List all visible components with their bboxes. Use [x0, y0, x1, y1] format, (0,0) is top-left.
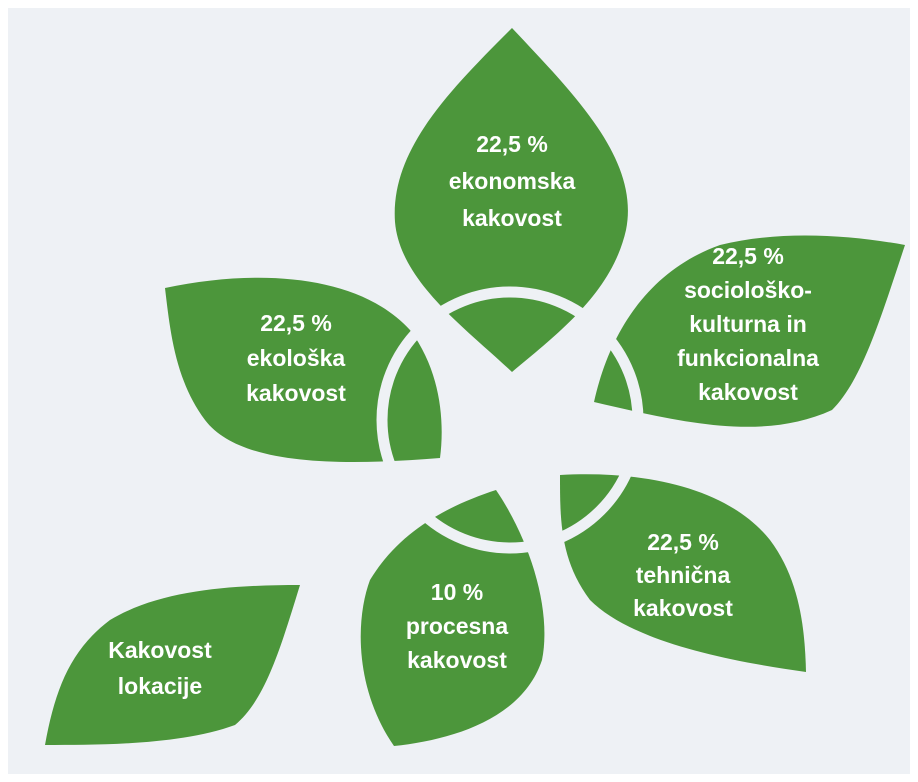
ring-gap [376, 286, 644, 554]
leaf [560, 474, 806, 672]
leaf-label: funkcionalna [677, 345, 819, 371]
leaf-label: 10 % [431, 579, 483, 605]
leaf [45, 585, 300, 745]
leaf [360, 490, 545, 746]
leaf-label: 22,5 % [712, 243, 784, 269]
leaf-label: kakovost [462, 205, 562, 231]
leaf [165, 277, 442, 463]
leaf-label: 22,5 % [476, 131, 548, 157]
leaf [394, 28, 628, 372]
leaf-label: 22,5 % [260, 310, 332, 336]
leaf-label: procesna [406, 613, 508, 639]
leaf-label: kulturna in [689, 311, 807, 337]
leaf-label: 22,5 % [647, 529, 719, 555]
leaf-label: lokacije [118, 673, 202, 699]
leaf [594, 235, 905, 427]
leaf-label: ekološka [247, 345, 346, 371]
leaf-label: ekonomska [449, 168, 576, 194]
leaf-label: tehnična [636, 562, 731, 588]
leaf-label: sociološko- [684, 277, 812, 303]
leaf-label: kakovost [407, 647, 507, 673]
leaf-label: kakovost [633, 595, 733, 621]
leaf-label: kakovost [246, 380, 346, 406]
leaf-label: kakovost [698, 379, 798, 405]
leaf-label: Kakovost [108, 637, 212, 663]
